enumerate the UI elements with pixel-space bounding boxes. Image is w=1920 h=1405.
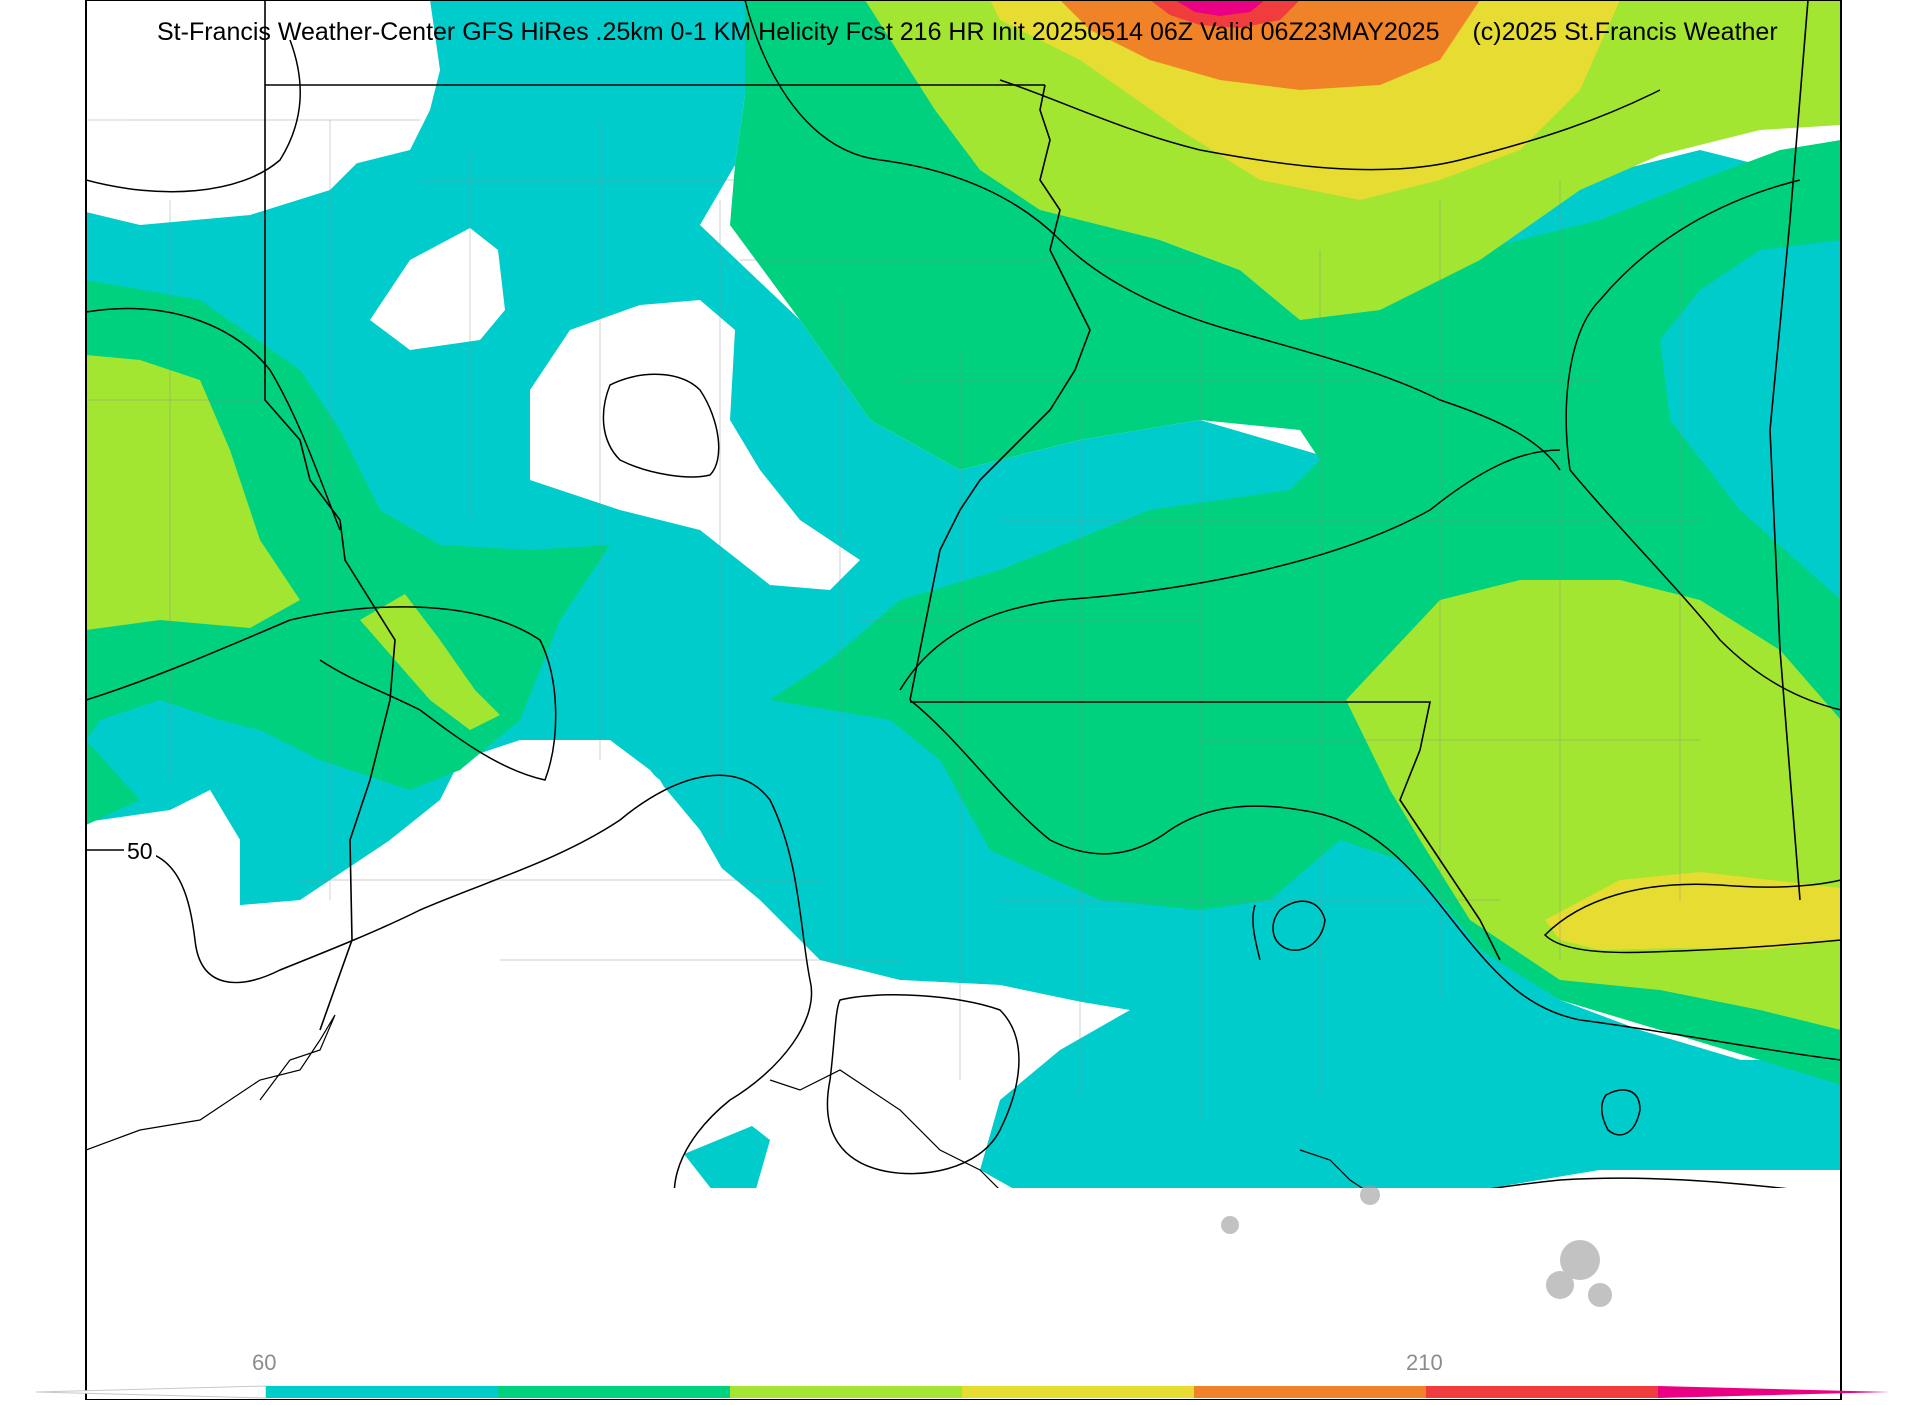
colorbar-band-3 [730,1386,962,1398]
band-120-west-b [360,594,500,730]
coastline [86,1014,1364,1188]
urban-area-new-orleans [1221,1185,1612,1307]
white-patch-northwest [86,0,430,215]
state-boundaries [264,0,1809,1031]
colorbar-tick-60: 60 [252,1350,277,1375]
colorbar-tick-210: 210 [1406,1350,1443,1375]
title-main: St-Francis Weather-Center GFS HiRes .25k… [157,18,1440,46]
contour-lines [86,0,1841,1188]
band-150-east [1545,872,1841,950]
colorbar-band-2 [498,1386,730,1398]
colorbar-low-triangle [35,1385,267,1399]
white-patch-lower-left [86,740,1841,1188]
band-180-north [1060,0,1480,90]
filled-bands [86,0,1841,1188]
band-60-west-inset [86,700,390,905]
band-90-west [86,280,610,825]
county-lines [86,119,1700,1120]
colorbar-high-triangle [1658,1386,1890,1398]
colorbar-band-6 [1426,1386,1658,1398]
colorbar-band-4 [962,1386,1194,1398]
colorbar [35,1385,1890,1399]
map-title: St-Francis Weather-Center GFS HiRes .25k… [157,18,1877,52]
band-120-west [86,355,300,630]
white-hole-2 [530,300,860,590]
white-hole-1 [370,228,505,350]
colorbar-band-1 [266,1386,498,1398]
cyan-blob-south [684,1126,770,1188]
colorbar-band-5 [1194,1386,1426,1398]
title-copyright: (c)2025 St.Francis Weather [1472,18,1778,46]
contour-label-50: 50 [124,838,156,865]
band-240-north [1175,0,1265,16]
